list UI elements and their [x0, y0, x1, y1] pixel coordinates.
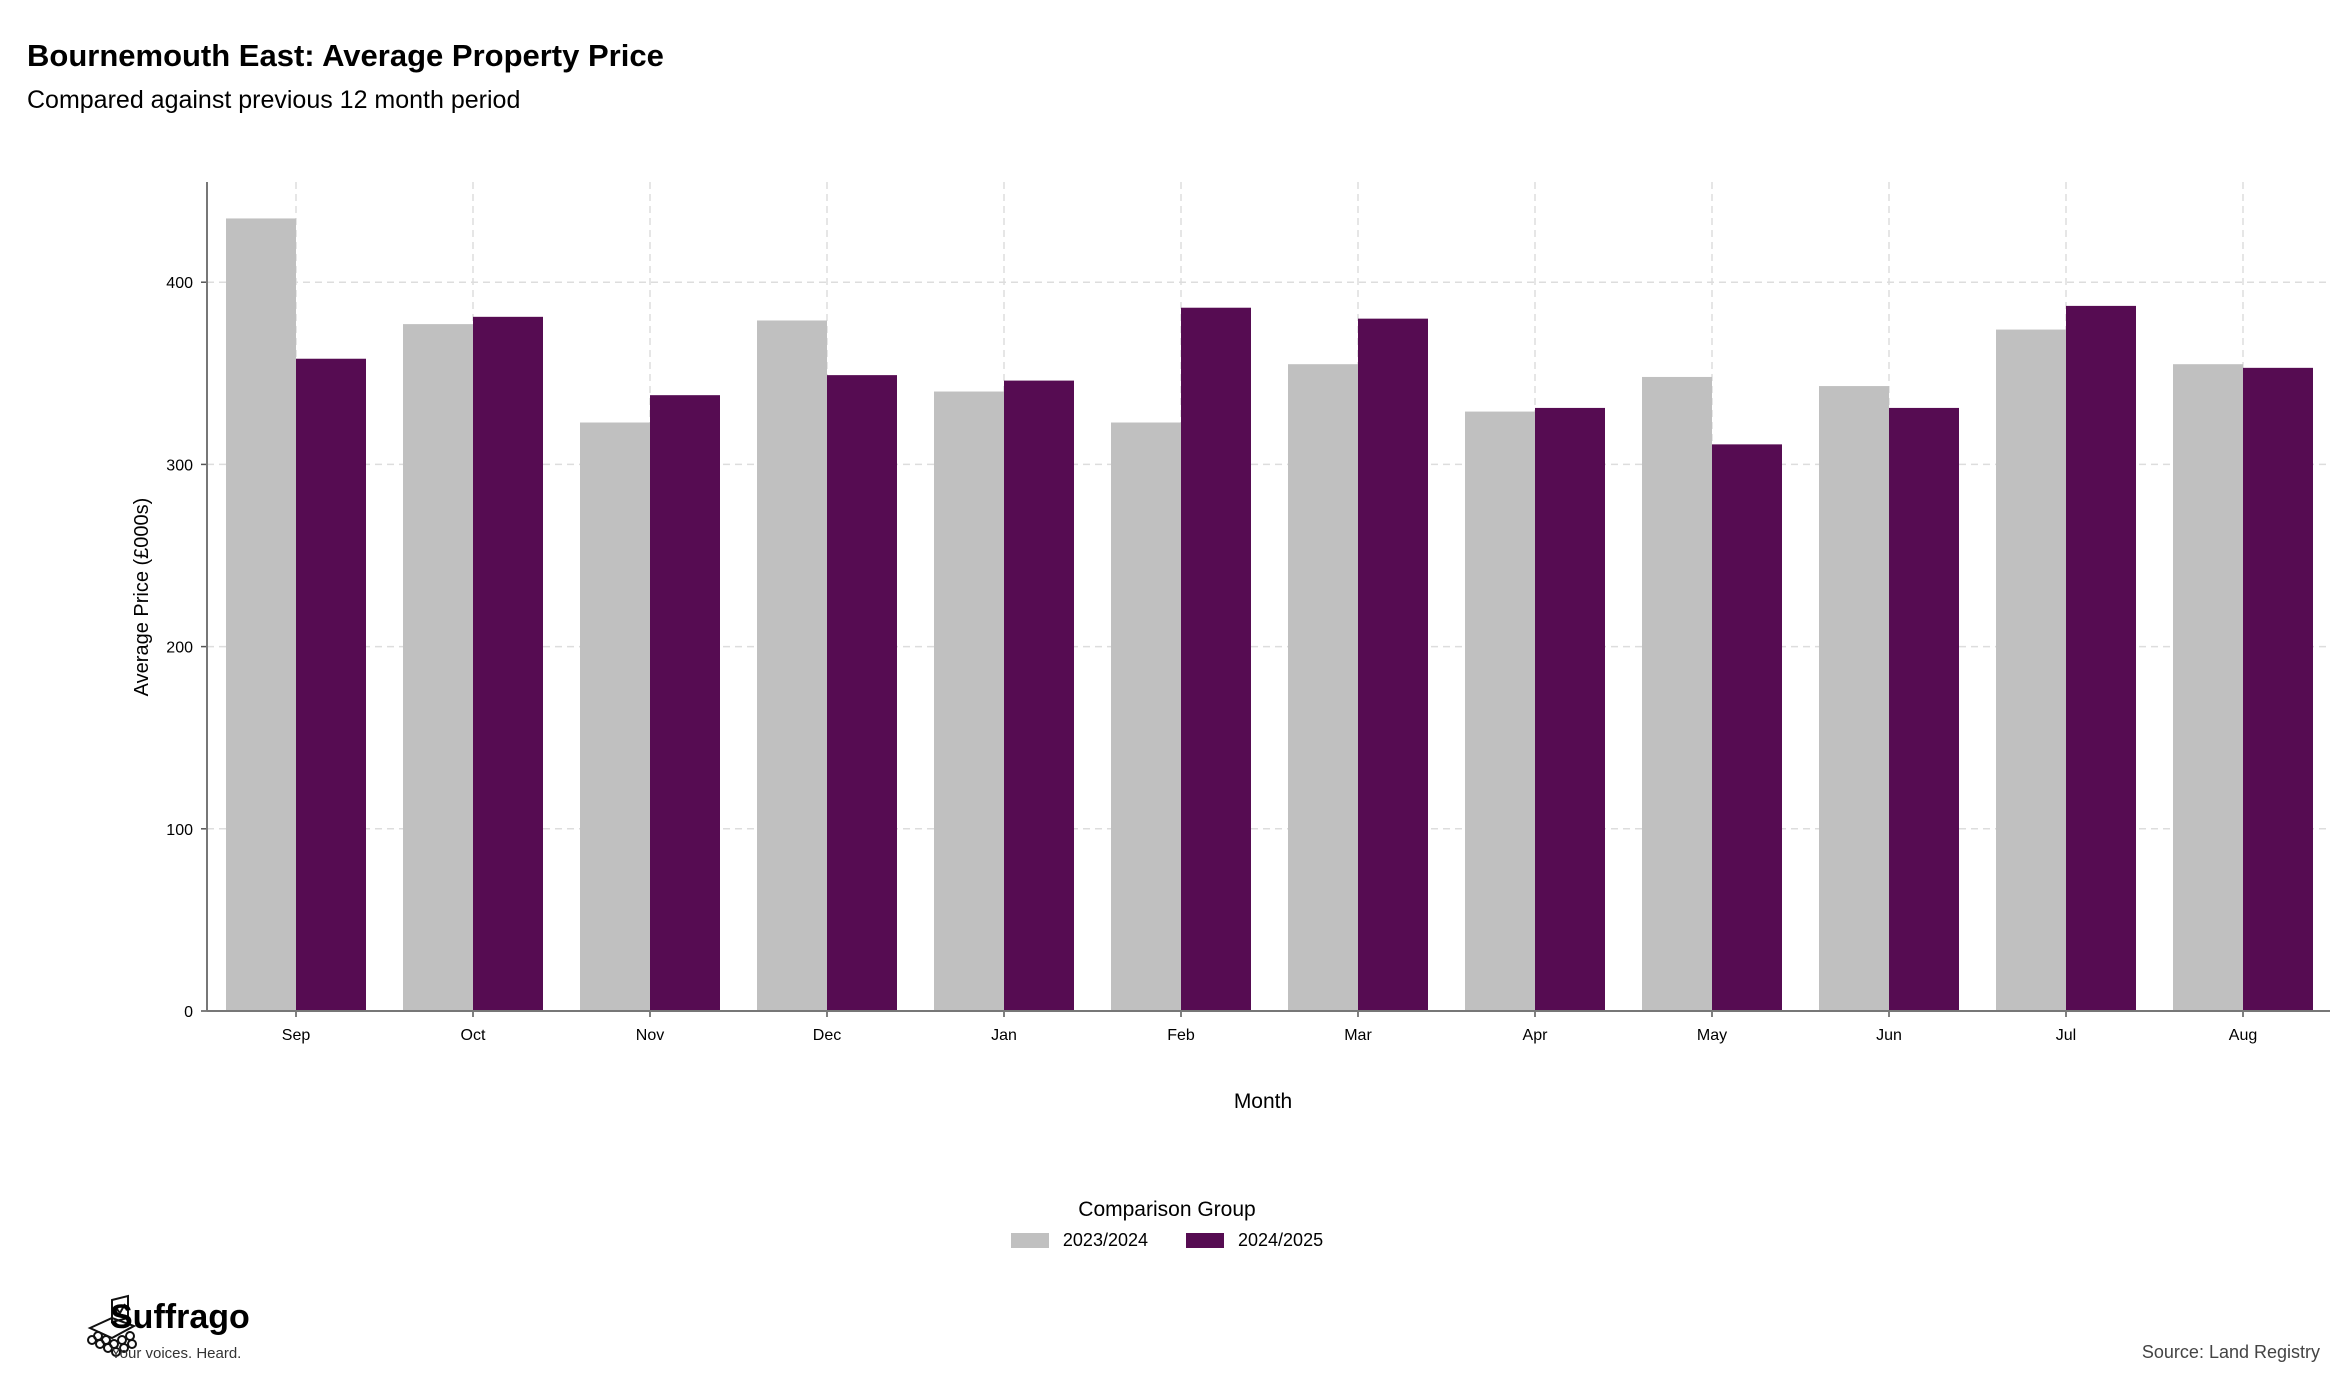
legend-label: 2023/2024: [1062, 1230, 1148, 1250]
bar-aug-2024-2025: [2243, 367, 2313, 1011]
bar-sep-2024-2025: [296, 358, 366, 1011]
bars: [226, 218, 2313, 1012]
legend-label: 2024/2025: [1238, 1230, 1324, 1250]
x-axis-label: Month: [1234, 1090, 1292, 1113]
bar-jan-2023-2024: [934, 391, 1004, 1011]
bar-dec-2023-2024: [757, 320, 827, 1011]
bar-jun-2024-2025: [1889, 407, 1959, 1011]
x-tick-label: Jun: [1876, 1027, 1902, 1044]
legend-title: Comparison Group: [1078, 1198, 1256, 1221]
legend-swatch: [1186, 1233, 1224, 1248]
bar-aug-2023-2024: [2173, 364, 2243, 1011]
bar-sep-2023-2024: [226, 218, 296, 1011]
chart-title: Bournemouth East: Average Property Price: [27, 38, 664, 73]
x-tick-label: Dec: [813, 1027, 841, 1044]
chart-subtitle: Compared against previous 12 month perio…: [27, 86, 521, 114]
brand-name: Suffrago: [110, 1298, 250, 1336]
bar-feb-2024-2025: [1181, 307, 1251, 1011]
y-tick-label: 100: [166, 822, 193, 839]
bar-nov-2023-2024: [580, 422, 650, 1011]
y-axis-label: Average Price (£000s): [131, 498, 153, 697]
y-tick-label: 200: [166, 640, 193, 657]
x-tick-label: Jul: [2056, 1027, 2076, 1044]
suffrago-logo-icon: [87, 1294, 137, 1357]
bar-may-2023-2024: [1642, 376, 1712, 1011]
x-tick-label: May: [1697, 1027, 1727, 1044]
x-tick-label: Feb: [1167, 1027, 1195, 1044]
x-tick-label: Apr: [1523, 1027, 1549, 1044]
x-tick-label: Oct: [461, 1027, 486, 1044]
x-tick-label: Sep: [282, 1027, 311, 1044]
brand-tagline: Your voices. Heard.: [111, 1345, 242, 1362]
bar-feb-2023-2024: [1111, 422, 1181, 1011]
bar-apr-2024-2025: [1535, 407, 1605, 1011]
bar-oct-2023-2024: [403, 324, 473, 1012]
y-tick-label: 400: [166, 275, 193, 292]
x-tick-label: Mar: [1344, 1027, 1372, 1044]
bar-chart: 0 100 200 300 400 Sep Oct Nov Dec Jan Feb Mar Apr May…: [131, 182, 2330, 1113]
legend-item-2023-2024: 2023/2024: [1010, 1230, 1148, 1251]
bar-dec-2024-2025: [827, 375, 897, 1012]
bar-nov-2024-2025: [650, 395, 720, 1012]
bar-oct-2024-2025: [473, 316, 543, 1011]
legend-item-2024-2025: 2024/2025: [1186, 1230, 1323, 1251]
bar-apr-2023-2024: [1465, 411, 1535, 1012]
x-tick-label: Aug: [2229, 1027, 2257, 1044]
legend: Comparison Group 2023/2024 2024/2025: [0, 1198, 2334, 1251]
x-tick-label: Nov: [636, 1027, 664, 1044]
bar-may-2024-2025: [1712, 444, 1782, 1011]
bar-mar-2024-2025: [1358, 318, 1428, 1012]
bar-jul-2024-2025: [2066, 305, 2136, 1011]
source-note: Source: Land Registry: [2141, 1342, 2320, 1362]
bar-jul-2023-2024: [1996, 329, 2066, 1012]
y-tick-label: 300: [166, 457, 193, 474]
bar-mar-2023-2024: [1288, 364, 1358, 1011]
bar-jan-2024-2025: [1004, 380, 1074, 1012]
x-tick-label: Jan: [991, 1027, 1017, 1044]
legend-swatch: [1010, 1233, 1049, 1248]
axes: 0 100 200 300 400 Sep Oct Nov Dec Jan Feb Mar Apr May…: [166, 182, 2330, 1044]
y-tick-label: 0: [184, 1004, 193, 1021]
bar-jun-2023-2024: [1819, 386, 1889, 1011]
